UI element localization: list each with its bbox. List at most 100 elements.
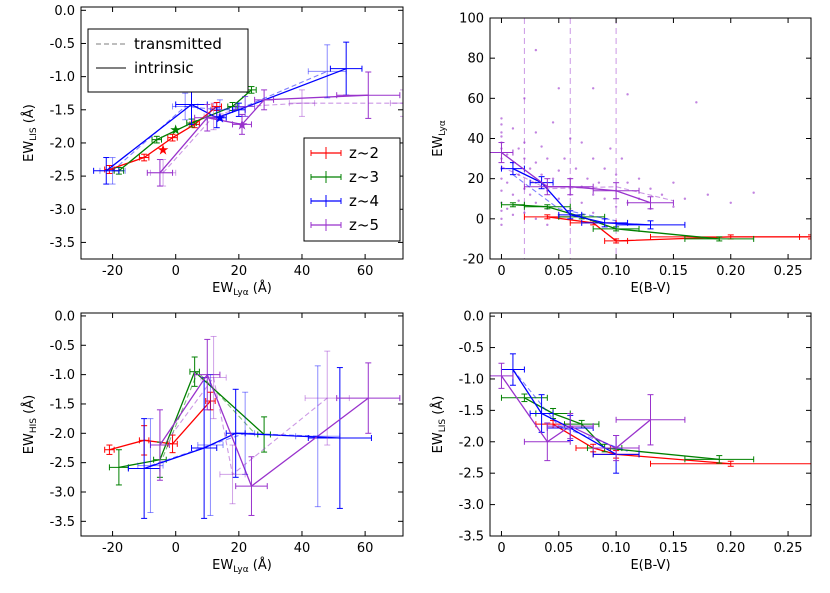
scatter-point — [534, 48, 538, 52]
scatter-point — [695, 101, 698, 104]
scatter-point — [626, 181, 629, 184]
scatter-point — [597, 181, 601, 184]
scatter-point — [546, 223, 549, 227]
x-axis-label: EWLyα (Å) — [212, 280, 272, 298]
y-tick-label: -20 — [463, 253, 484, 268]
scatter-point — [546, 157, 549, 160]
plot-p1: ★ ★ ★ ★ -20 0 20 40 60 -3.5 -3.0 -2.5 -2.0 -1.5 -1.0 -0… — [21, 4, 404, 298]
y-tick-label: -1.0 — [459, 372, 484, 387]
scatter-point — [523, 141, 526, 144]
y-tick-label: -1.0 — [50, 70, 75, 85]
legend-linestyle: transmitted intrinsic — [87, 28, 249, 93]
y-tick-label: -3.5 — [459, 530, 484, 545]
y-tick-label: 20 — [467, 172, 484, 187]
scatter-point — [580, 141, 583, 144]
plot-area-p1: ★ ★ ★ ★ — [93, 41, 403, 187]
legend-label: z~4 — [349, 192, 379, 210]
y-axis-label: EWHIS (Å) — [21, 395, 39, 454]
y-tick-label: -1.5 — [50, 103, 75, 118]
scatter-point — [500, 131, 503, 134]
series-line-z-4-t — [512, 174, 617, 222]
x-tick-label: 0.05 — [544, 264, 573, 279]
series-line-z-4-transmitted — [112, 70, 328, 172]
scatter-point — [523, 97, 526, 100]
legend-label: z~2 — [349, 144, 379, 162]
scatter-point — [649, 187, 652, 190]
x-tick-label: 0.10 — [602, 264, 631, 279]
scatter-point — [591, 87, 595, 90]
y-tick-label: -0.5 — [50, 339, 75, 354]
series-line-z-3-intrinsic — [118, 370, 265, 468]
scatter-point — [551, 177, 555, 180]
y-axis-label: EWLIS (Å) — [430, 396, 448, 454]
plot-area-p4 — [490, 353, 811, 474]
x-tick-label: 0 — [172, 264, 180, 279]
scatter-point — [591, 157, 595, 160]
scatter-point — [540, 145, 543, 148]
legend-label: transmitted — [134, 35, 222, 53]
y-tick-label: 40 — [467, 132, 484, 147]
plot-p4: 0 0.05 0.10 0.15 0.20 0.25 -3.5 -3.0 -2.5 -2.0 -1.… — [430, 310, 812, 573]
plot-p2: 0 0.05 0.10 0.15 0.20 0.25 -20 0 20 40 60 80 100 E(B-… — [431, 12, 812, 296]
scatter-point — [603, 197, 606, 200]
plot-frame — [80, 312, 404, 537]
y-tick-label: -2.5 — [50, 456, 75, 471]
star-marker: ★ — [214, 111, 227, 127]
y-tick-label: -1.0 — [50, 368, 75, 383]
legend-label: intrinsic — [134, 59, 194, 77]
scatter-point — [614, 205, 618, 208]
y-tick-label: -3.0 — [459, 498, 484, 513]
scatter-point — [626, 93, 629, 96]
scatter-point — [534, 161, 538, 164]
legend-box — [303, 137, 401, 242]
y-tick-label: -2.0 — [459, 435, 484, 450]
scatter-point — [603, 167, 606, 170]
x-tick-label: -20 — [102, 541, 123, 556]
scatter-point — [580, 201, 583, 204]
scatter-point — [500, 189, 503, 192]
x-tick-label: 60 — [357, 541, 374, 556]
scatter-point — [500, 117, 503, 120]
scatter-point — [500, 135, 503, 138]
scatter-point — [574, 167, 578, 170]
series-line-z-5-intrinsic — [159, 373, 369, 488]
x-tick-label: 0.05 — [544, 541, 573, 556]
scatter-point — [591, 193, 595, 196]
y-tick-label: -1.5 — [50, 397, 75, 412]
x-tick-label: 0 — [497, 264, 505, 279]
series-line-z-4-t — [512, 369, 628, 452]
scatter-point — [528, 193, 532, 196]
series-line-z-5-transmitted — [165, 376, 328, 476]
scatter-point — [523, 211, 526, 215]
y-axis-label: EWLyα — [431, 120, 448, 157]
y-tick-label: -3.5 — [50, 236, 75, 251]
y-tick-label: -3.0 — [50, 485, 75, 500]
y-tick-label: 0 — [476, 212, 484, 227]
x-tick-label: 0.25 — [774, 264, 803, 279]
y-tick-label: -0.5 — [50, 37, 75, 52]
x-tick-label: 0.20 — [716, 541, 745, 556]
scatter-point — [551, 121, 555, 124]
y-tick-label: 0.0 — [54, 4, 75, 19]
star-marker: ★ — [169, 123, 182, 139]
plot-frame — [80, 6, 404, 260]
y-tick-label: -3.0 — [50, 203, 75, 218]
scatter-point — [586, 177, 589, 180]
scatter-point — [752, 191, 755, 194]
x-tick-label: 0.15 — [659, 541, 688, 556]
scatter-point — [557, 169, 560, 172]
series-line-z-4-intrinsic — [143, 432, 340, 470]
scatter-point — [534, 201, 538, 204]
scatter-point — [534, 217, 538, 221]
series-line-z-4-transmitted — [150, 432, 318, 467]
plot-area-p3 — [104, 335, 401, 519]
scatter-point — [569, 137, 572, 140]
scatter-point — [557, 87, 560, 90]
x-tick-label: 20 — [231, 541, 248, 556]
x-tick-label: 0.15 — [659, 264, 688, 279]
scatter-point — [528, 167, 532, 170]
scatter-point — [614, 173, 618, 176]
scatter-point — [511, 193, 515, 196]
x-tick-label: 0 — [172, 541, 180, 556]
x-tick-label: 0.20 — [716, 264, 745, 279]
